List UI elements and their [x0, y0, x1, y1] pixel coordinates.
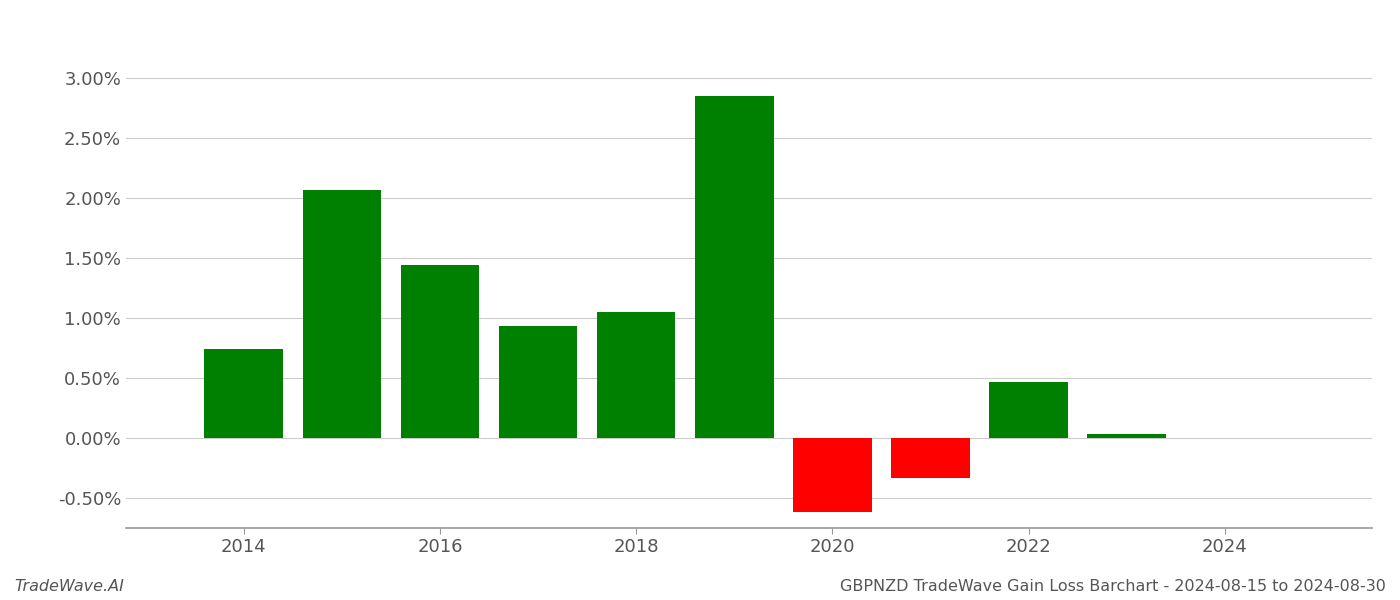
Bar [302, 190, 381, 438]
Bar [990, 382, 1068, 438]
Text: GBPNZD TradeWave Gain Loss Barchart - 2024-08-15 to 2024-08-30: GBPNZD TradeWave Gain Loss Barchart - 20… [840, 579, 1386, 594]
Bar [498, 326, 577, 438]
Bar [794, 438, 872, 512]
Bar [596, 312, 675, 438]
Bar [1088, 434, 1166, 438]
Bar [892, 438, 970, 478]
Bar [204, 349, 283, 438]
Bar [400, 265, 479, 438]
Bar [694, 96, 774, 438]
Text: TradeWave.AI: TradeWave.AI [14, 579, 123, 594]
